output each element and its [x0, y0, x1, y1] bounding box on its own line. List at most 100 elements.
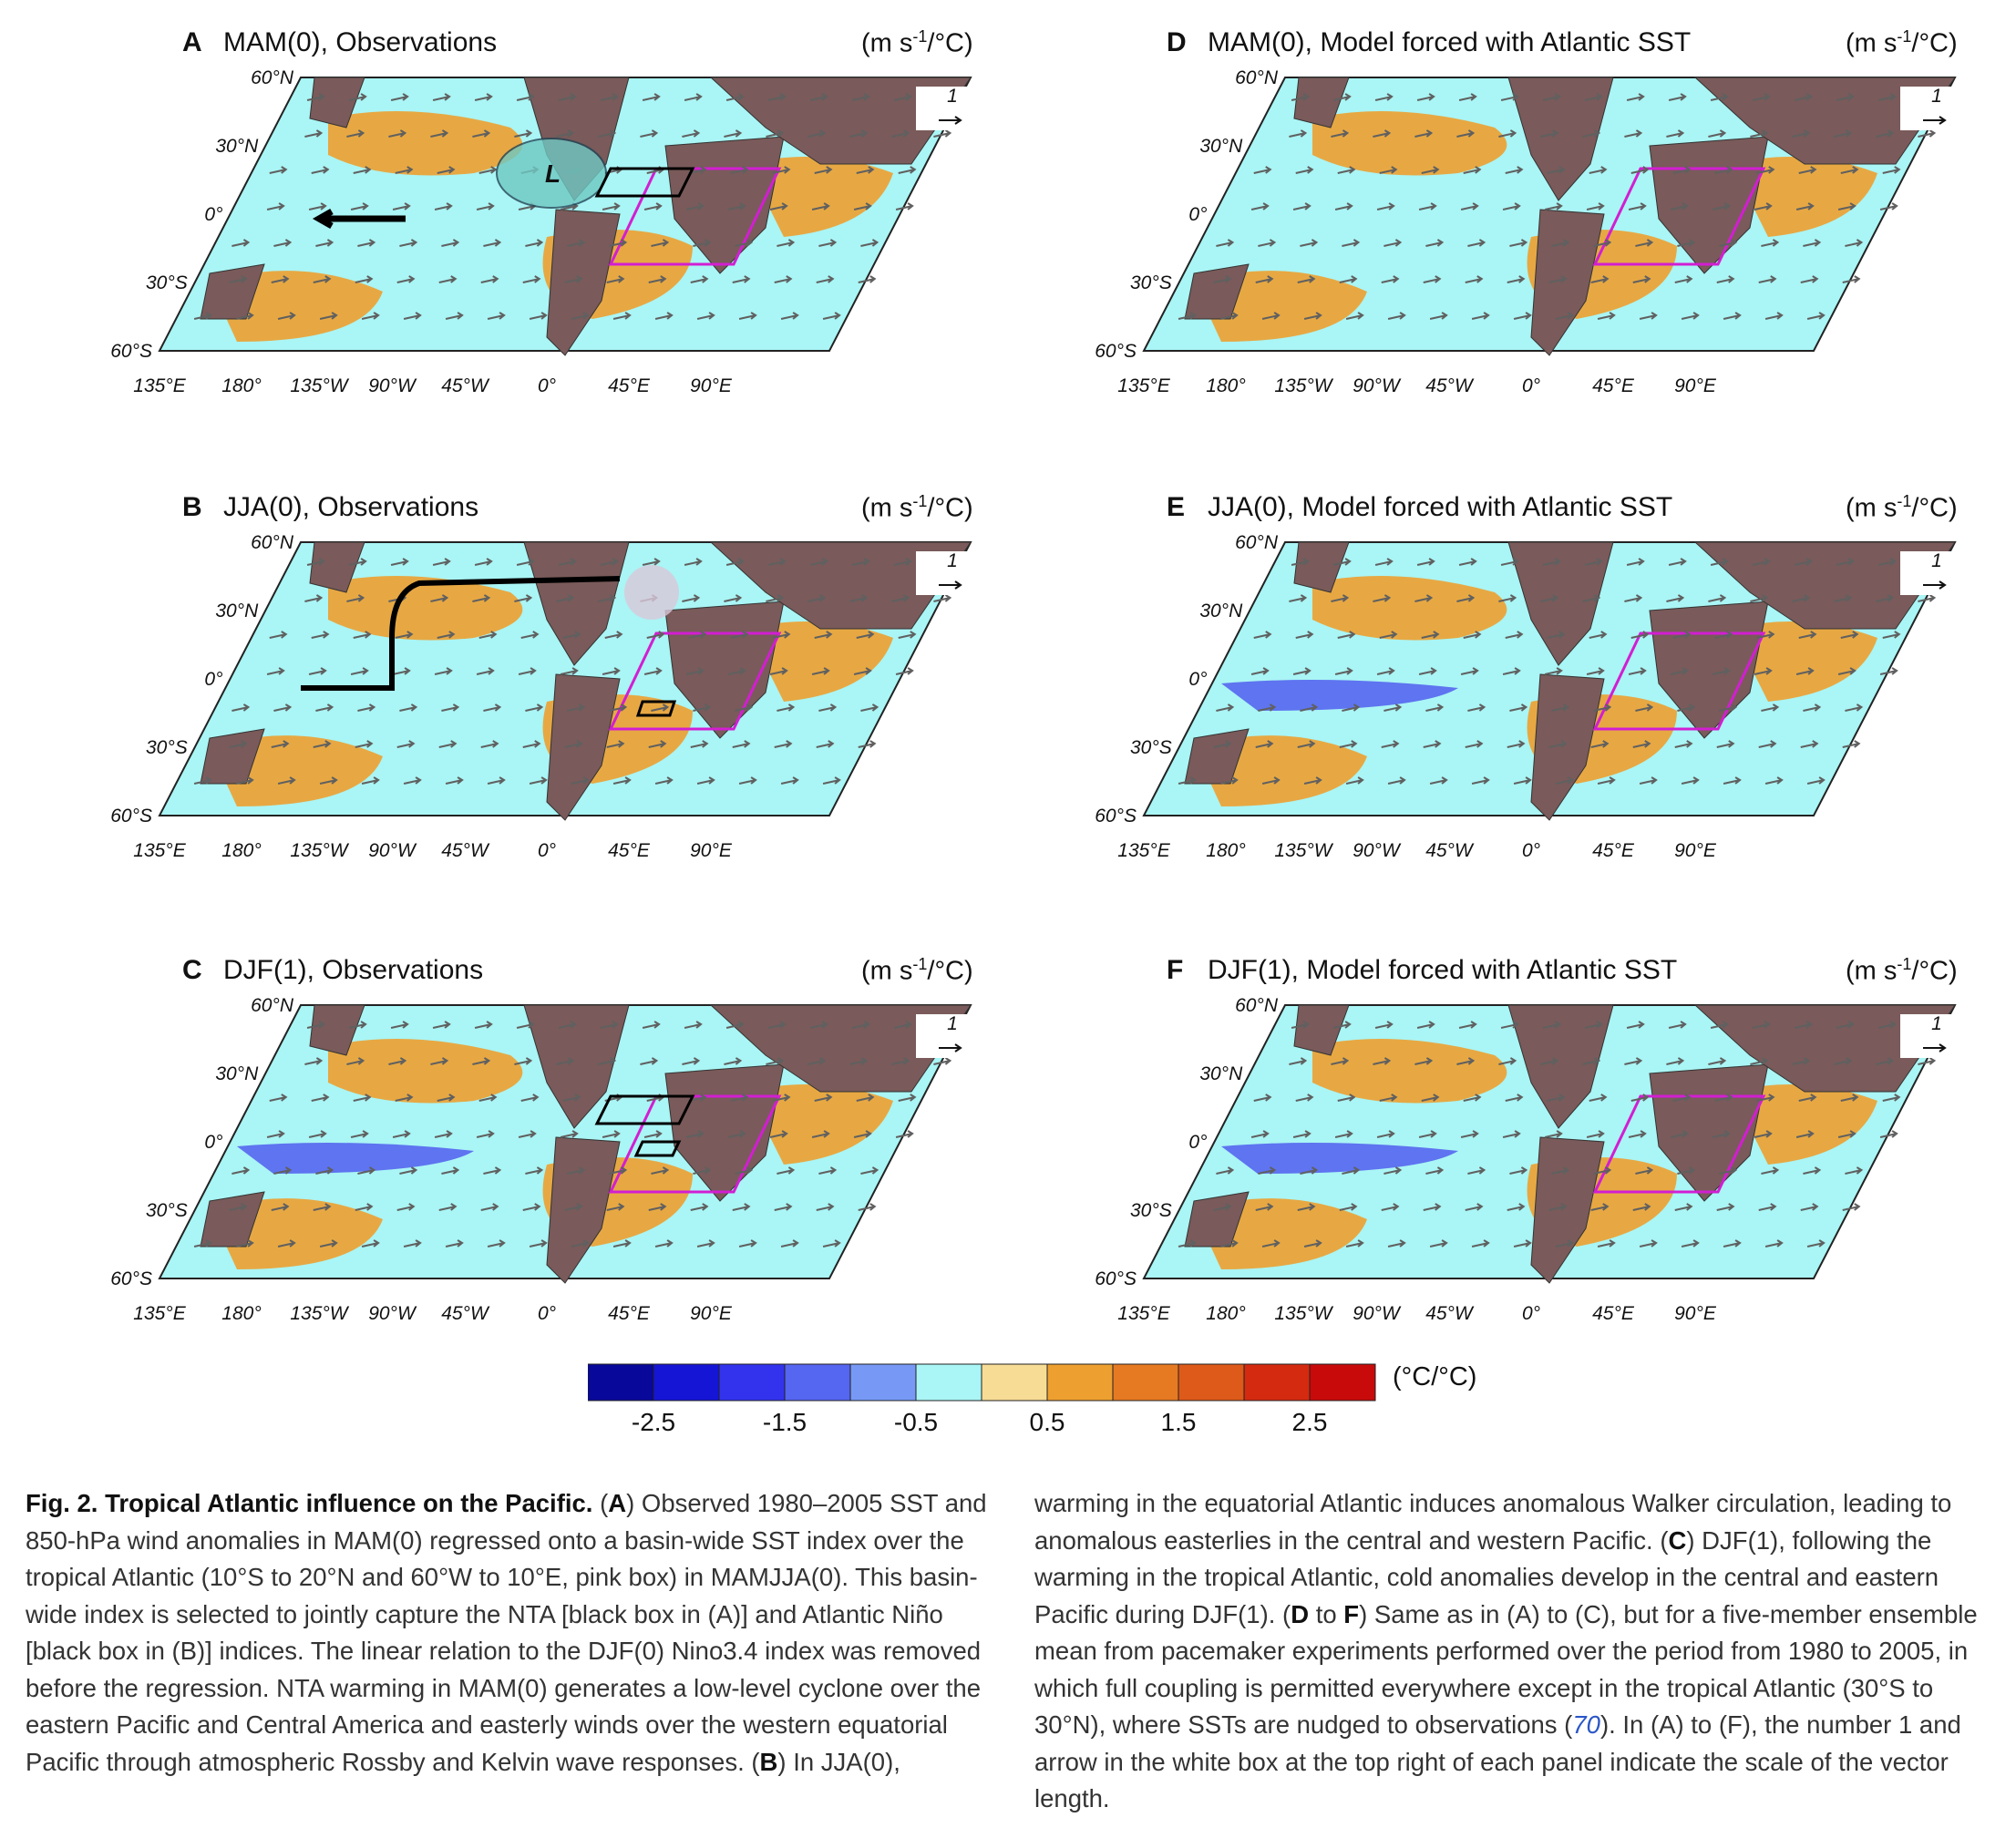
wind-vector	[1498, 594, 1517, 602]
wind-vector	[1300, 239, 1319, 247]
wind-vector	[1414, 129, 1434, 138]
reference-link[interactable]: 70	[1572, 1710, 1600, 1739]
anomaly-region	[237, 680, 474, 711]
wind-vector	[1582, 1057, 1601, 1065]
wind-vector	[724, 1057, 743, 1065]
wind-vector	[606, 275, 625, 283]
wind-vector	[767, 93, 787, 101]
wind-vector	[1547, 631, 1566, 639]
wind-vector	[304, 1057, 324, 1065]
wind-vector	[392, 202, 411, 210]
wind-vector	[1590, 275, 1610, 283]
colorbar-swatch	[588, 1363, 654, 1402]
wind-vector	[1297, 740, 1316, 748]
wind-vector	[1670, 667, 1689, 675]
anomaly-region	[1732, 157, 1877, 237]
vector-scale-label: 1	[1931, 550, 1942, 571]
lon-tick-label: 90°E	[1674, 1303, 1717, 1324]
wind-vector	[271, 740, 290, 748]
wind-vector	[1551, 239, 1570, 247]
wind-vector	[727, 202, 746, 210]
wind-vector	[1756, 1094, 1775, 1102]
wind-vector	[313, 740, 332, 748]
wind-vector	[1806, 1239, 1826, 1248]
caption-panel-ref: D	[1291, 1599, 1310, 1628]
wind-vector	[1635, 1166, 1654, 1175]
anomaly-region	[1221, 680, 1458, 711]
wind-vector	[682, 129, 701, 138]
map-plot: 1 60°N 30°N 0° 30°S 60°S 135°E 180° 135°W 90°W 45°…	[110, 532, 972, 861]
wind-vector	[514, 1057, 533, 1065]
colorbar-swatch	[849, 1363, 917, 1402]
wind-vector	[602, 1130, 621, 1138]
wind-vector	[1250, 667, 1270, 675]
wind-vector	[1752, 1021, 1771, 1029]
wind-vector	[403, 776, 422, 785]
vector-scale-arrow	[939, 580, 962, 590]
wind-vector	[818, 703, 838, 712]
wind-vector	[1750, 594, 1769, 602]
wind-vector	[1586, 202, 1605, 210]
wind-vector	[1548, 740, 1568, 748]
wind-vector	[1800, 740, 1819, 748]
wind-vector	[399, 1166, 418, 1175]
panel-a: A MAM(0), Observations (m s-1/°C) 1 60°N 30°N…	[0, 27, 993, 465]
wind-vector	[441, 1166, 460, 1175]
wind-vector	[308, 202, 327, 210]
wind-vector	[1381, 740, 1400, 748]
lat-tick-label: 30°S	[1130, 737, 1172, 758]
wind-vector	[1387, 312, 1406, 320]
lat-tick-label: 30°S	[146, 1200, 188, 1221]
wind-vector	[478, 166, 498, 174]
wind-vector	[853, 1130, 872, 1138]
anomaly-region	[237, 215, 474, 246]
panel-units: (m s-1/°C)	[1846, 955, 1958, 986]
wind-vector	[437, 1094, 456, 1102]
anomaly-region	[1221, 1143, 1458, 1174]
wind-vector	[1387, 1239, 1406, 1248]
wind-vector	[193, 312, 212, 320]
caption-panel-ref: B	[759, 1747, 778, 1776]
wind-vector	[1876, 129, 1895, 138]
land-mass	[200, 728, 265, 785]
colorbar-swatch	[653, 1363, 720, 1402]
wind-vector	[480, 275, 499, 283]
wind-vector	[651, 239, 670, 247]
wind-vector	[1714, 631, 1733, 639]
wind-vector	[1842, 740, 1861, 748]
wind-vector	[822, 1239, 841, 1248]
wind-vector	[1542, 1021, 1561, 1029]
wind-vector	[609, 239, 628, 247]
wind-vector	[1628, 1130, 1647, 1138]
wind-vector	[355, 1203, 374, 1211]
nta-box	[594, 167, 695, 198]
lat-tick-label: 60°S	[110, 1268, 152, 1289]
wind-vector	[735, 239, 754, 247]
wind-vector	[1418, 1130, 1437, 1138]
caption-panel-ref: A	[608, 1489, 627, 1517]
wind-vector	[1803, 703, 1822, 712]
caption-left: Fig. 2. Tropical Atlantic influence on t…	[26, 1485, 992, 1781]
wind-vector	[1639, 1239, 1658, 1248]
wind-vector	[1498, 129, 1517, 138]
wind-vector	[306, 558, 325, 566]
wind-vector	[1471, 312, 1490, 320]
wind-vector	[525, 239, 544, 247]
wind-vector	[1672, 166, 1692, 174]
wind-vector	[1337, 1094, 1356, 1102]
wind-vector	[478, 631, 498, 639]
wind-vector	[1291, 93, 1310, 101]
wind-vector	[1373, 129, 1392, 138]
wind-vector	[1513, 776, 1532, 785]
wind-vector	[643, 202, 663, 210]
wind-vector	[1295, 1094, 1314, 1102]
wind-vector	[600, 1021, 619, 1029]
wind-vector	[1342, 239, 1361, 247]
wind-vector	[1761, 239, 1780, 247]
caption-panel-ref: F	[1343, 1599, 1360, 1628]
wind-vector	[1216, 239, 1235, 247]
wind-vector	[696, 776, 715, 785]
wind-vector	[1429, 312, 1448, 320]
wind-vector	[1719, 1166, 1738, 1175]
wind-vector	[1681, 1239, 1700, 1248]
